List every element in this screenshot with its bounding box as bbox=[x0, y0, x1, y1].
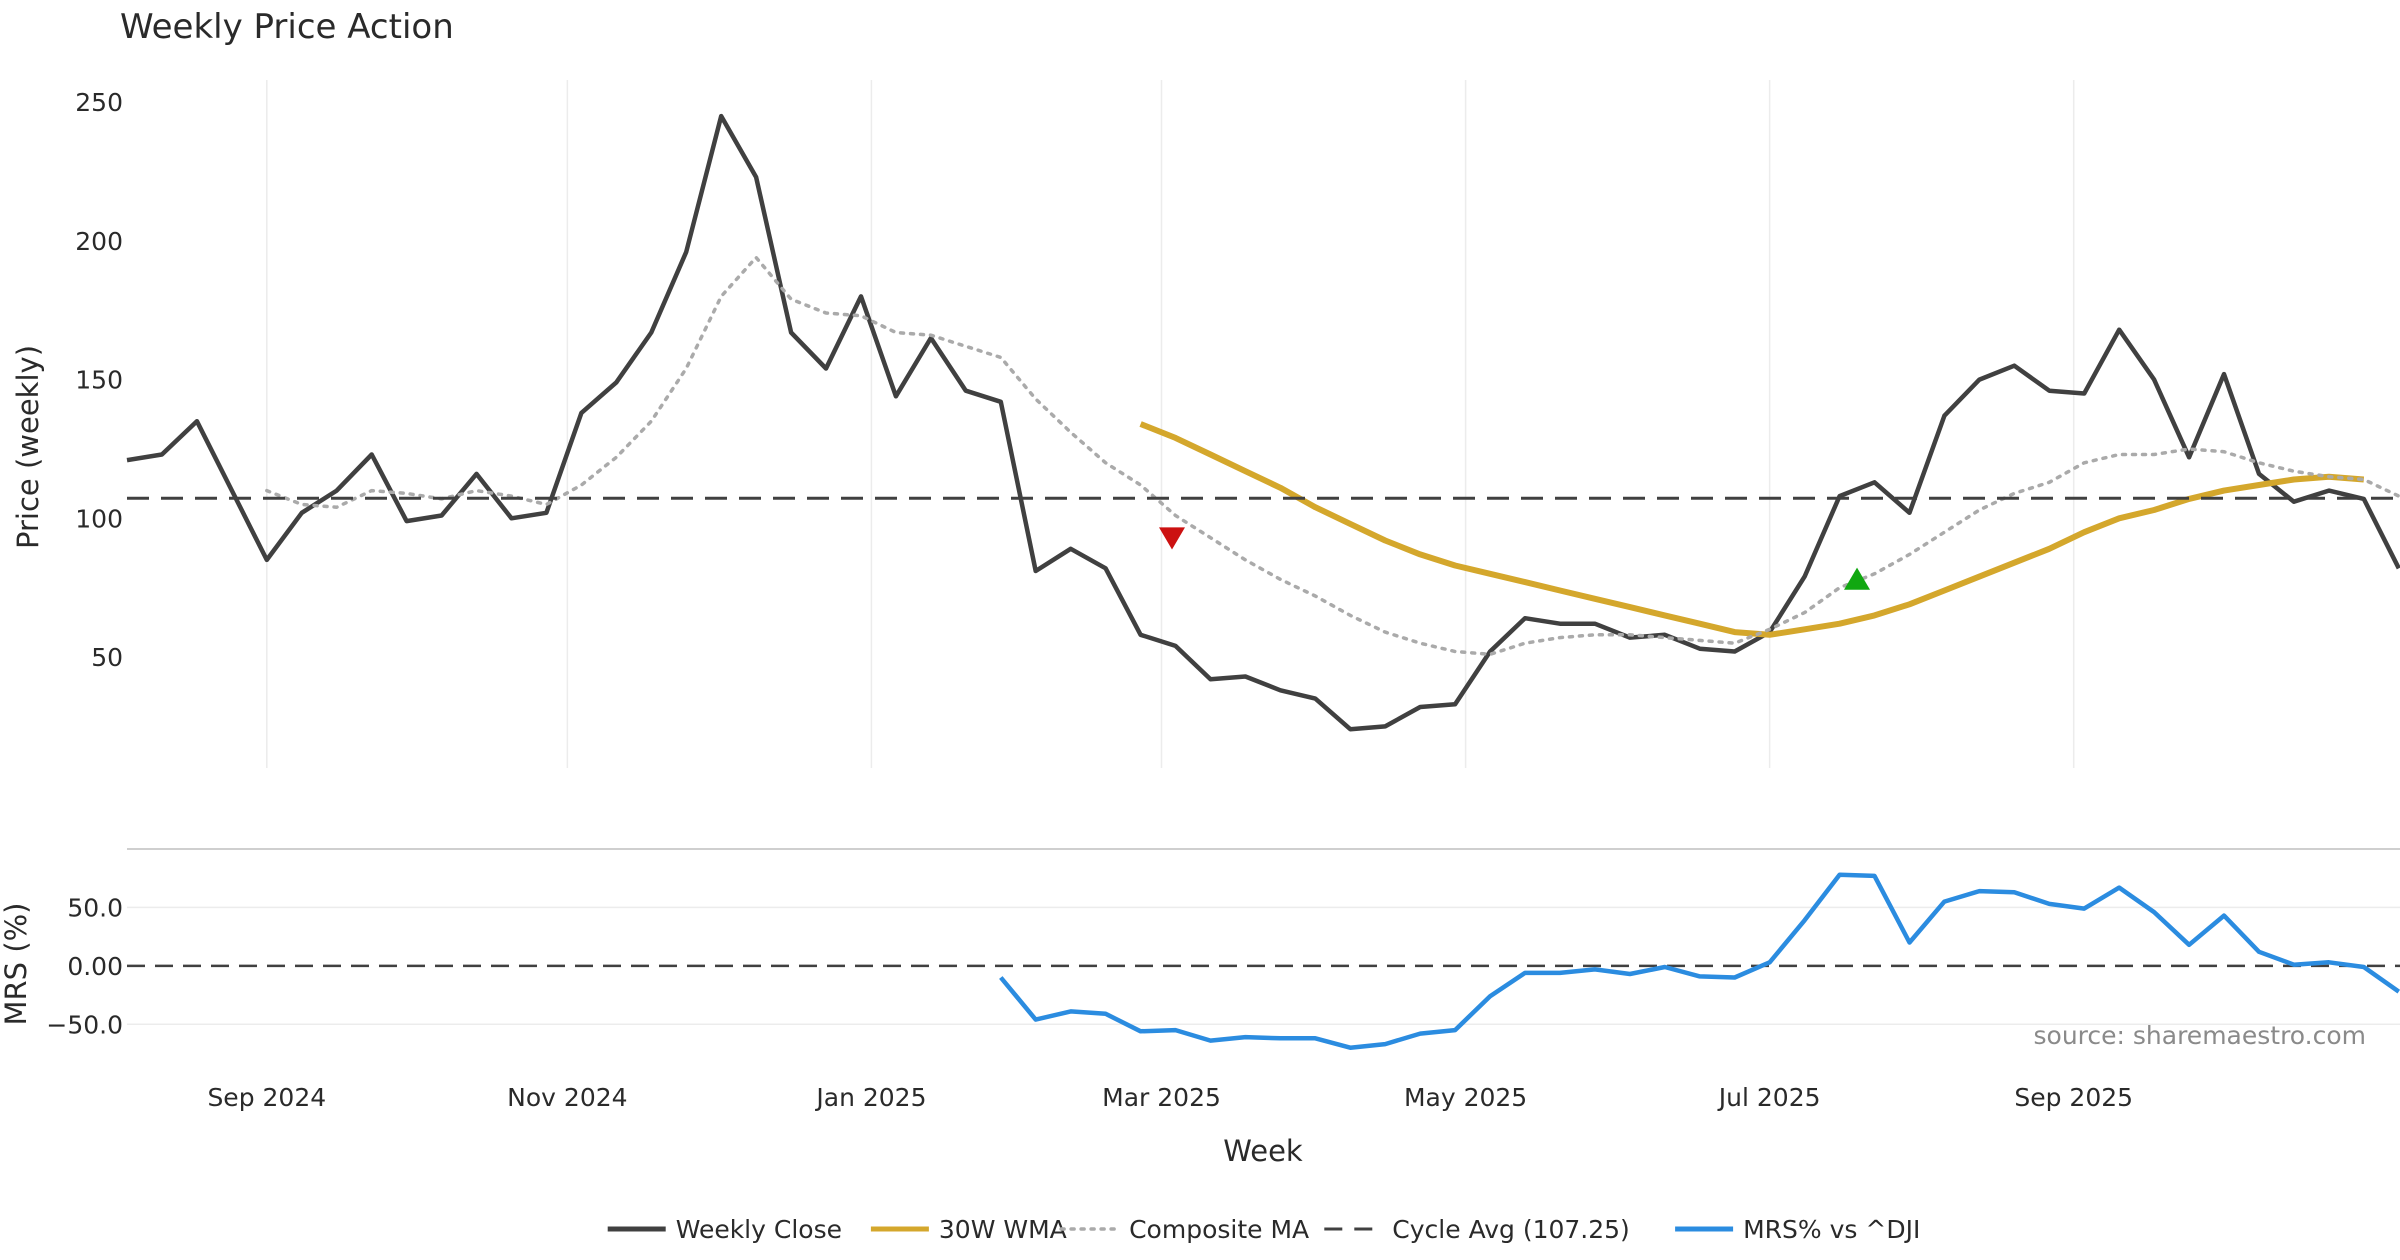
mrs-y-tick-label: 50.0 bbox=[67, 893, 123, 922]
legend-label: Cycle Avg (107.25) bbox=[1392, 1215, 1630, 1244]
price-grid bbox=[266, 80, 2075, 768]
legend-item-composite-ma: Composite MA bbox=[1059, 1215, 1309, 1244]
legend-item-weekly-close: Weekly Close bbox=[607, 1215, 842, 1244]
legend-label: MRS% vs ^DJI bbox=[1743, 1215, 1920, 1244]
price-y-ticks: 50 100 150 200 250 bbox=[75, 88, 123, 672]
marker-layer bbox=[1159, 527, 1871, 590]
buy-signal-marker bbox=[1844, 567, 1871, 590]
x-tick-label: Mar 2025 bbox=[1102, 1083, 1221, 1112]
mrs-y-ticks: −50.0 0.00 50.0 bbox=[46, 893, 123, 1039]
series-weekly-close bbox=[126, 113, 2400, 732]
source-annotation: source: sharemaestro.com bbox=[2034, 1021, 2367, 1050]
series-30w-wma bbox=[1139, 421, 2365, 638]
chart-title: Weekly Price Action bbox=[120, 7, 454, 47]
series-layer bbox=[126, 113, 2400, 1050]
legend: Weekly Close 30W WMA Composite MA Cycle Avg… bbox=[607, 1215, 1920, 1244]
price-y-axis-label: Price (weekly) bbox=[11, 345, 45, 549]
price-y-tick-label: 50 bbox=[91, 643, 123, 672]
legend-label: Composite MA bbox=[1129, 1215, 1309, 1244]
x-tick-label: Jul 2025 bbox=[1717, 1083, 1821, 1112]
x-tick-label: Sep 2025 bbox=[2014, 1083, 2133, 1112]
x-tick-label: Nov 2024 bbox=[507, 1083, 627, 1112]
sell-signal-marker bbox=[1159, 527, 1186, 550]
x-ticks: Sep 2024 Nov 2024 Jan 2025 Mar 2025 May 2025… bbox=[207, 1083, 2133, 1112]
x-axis-label: Week bbox=[1223, 1134, 1303, 1168]
series-composite-ma bbox=[265, 255, 2400, 657]
x-tick-label: Sep 2024 bbox=[207, 1083, 326, 1112]
legend-label: Weekly Close bbox=[676, 1215, 842, 1244]
mrs-y-tick-label: −50.0 bbox=[46, 1010, 123, 1039]
mrs-grid bbox=[127, 906, 2400, 1026]
x-tick-label: Jan 2025 bbox=[814, 1083, 926, 1112]
legend-item-cycle-avg-107-25: Cycle Avg (107.25) bbox=[1324, 1215, 1630, 1244]
mrs-y-tick-label: 0.00 bbox=[67, 952, 123, 981]
legend-label: 30W WMA bbox=[939, 1215, 1067, 1244]
x-tick-label: May 2025 bbox=[1404, 1083, 1527, 1112]
mrs-y-axis-label: MRS (%) bbox=[0, 903, 33, 1026]
series-mrs-vs-dji bbox=[999, 872, 2400, 1050]
price-y-tick-label: 100 bbox=[75, 504, 123, 533]
price-y-tick-label: 200 bbox=[75, 227, 123, 256]
legend-item-mrs-vs-dji: MRS% vs ^DJI bbox=[1675, 1215, 1920, 1244]
price-y-tick-label: 250 bbox=[75, 88, 123, 117]
price-y-tick-label: 150 bbox=[75, 366, 123, 395]
legend-item-30w-wma: 30W WMA bbox=[870, 1215, 1067, 1244]
